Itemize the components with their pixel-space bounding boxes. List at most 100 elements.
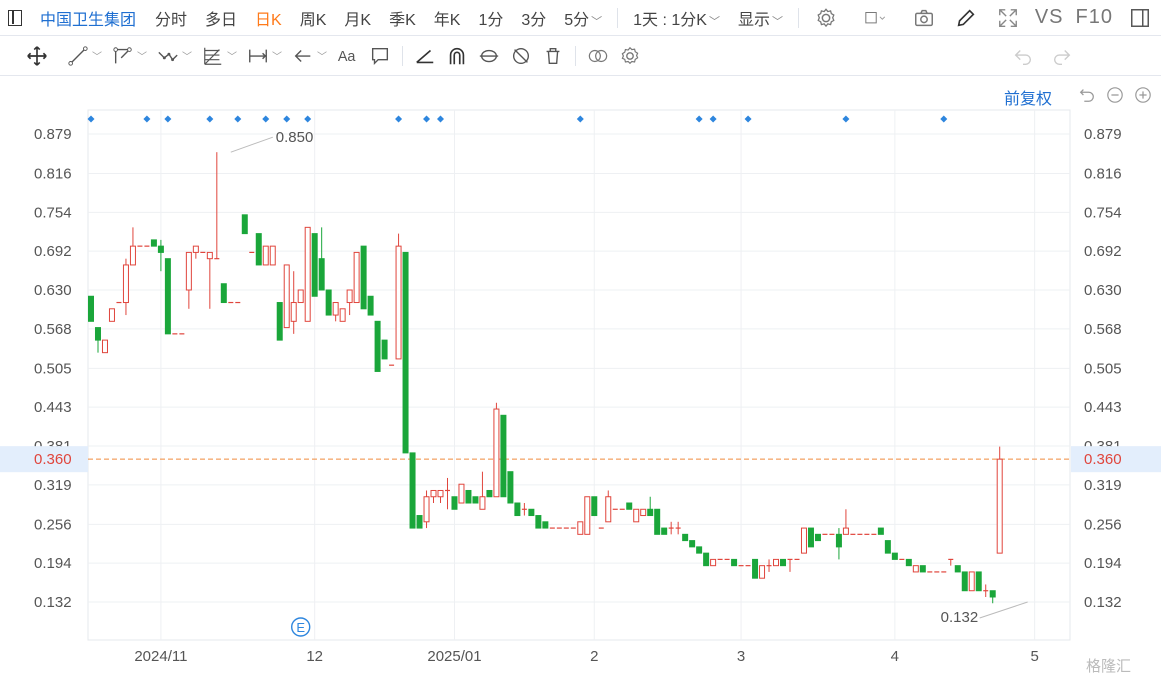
candle-body bbox=[283, 264, 290, 329]
chevron-down-icon: ﹀ bbox=[591, 15, 603, 28]
candle-body bbox=[94, 327, 101, 341]
zoom-out-icon[interactable] bbox=[1106, 86, 1124, 104]
period-tab-multiday[interactable]: 多日 bbox=[204, 11, 237, 29]
price-label-bg-right bbox=[1071, 446, 1161, 473]
candle-body bbox=[346, 289, 353, 304]
top-bar: 中国卫生集团 分时 多日 日K 周K 月K 季K 年K 1分 3分 5分 ﹀ 1天… bbox=[0, 0, 1161, 36]
period-tab-5min[interactable]: 5分 ﹀ bbox=[564, 6, 602, 30]
candle-body bbox=[961, 571, 968, 592]
candle-body bbox=[954, 565, 961, 573]
hide-drawing-icon[interactable] bbox=[510, 45, 532, 67]
candle-body bbox=[353, 251, 360, 304]
candle-body bbox=[409, 452, 416, 529]
candle-body bbox=[88, 295, 94, 322]
candlestick-chart[interactable]: 0.879 0.879 0.816 0.816 0.754 0.754 0.692 0.692… bbox=[0, 76, 1161, 682]
event-marker-diamond bbox=[164, 115, 172, 123]
y-tick-label-right: 0.692 bbox=[1084, 243, 1122, 260]
candle-body bbox=[185, 251, 192, 291]
chevron-down-icon: ﹀ bbox=[92, 52, 102, 63]
candle-body bbox=[262, 245, 269, 266]
candles bbox=[88, 152, 1003, 604]
y-tick-label-left: 0.132 bbox=[34, 594, 72, 611]
chevron-down-icon: ﹀ bbox=[227, 52, 237, 63]
fullscreen-icon[interactable] bbox=[997, 7, 1019, 29]
period-tab-weekly[interactable]: 周K bbox=[299, 11, 327, 29]
stock-name[interactable]: 中国卫生集团 bbox=[39, 11, 136, 29]
price-label-bg-left bbox=[0, 446, 88, 473]
polyline-tool-icon[interactable]: ﹀ bbox=[112, 45, 147, 67]
high-annotation-label: 0.850 bbox=[276, 129, 314, 146]
period-tab-quarterly[interactable]: 季K bbox=[389, 11, 416, 29]
period-tab-1min[interactable]: 1分 bbox=[478, 11, 504, 29]
line-tool-icon[interactable]: ﹀ bbox=[67, 45, 102, 67]
event-marker-diamond bbox=[234, 115, 242, 123]
trash-icon[interactable] bbox=[542, 45, 564, 67]
move-icon[interactable] bbox=[26, 45, 48, 67]
candle-body bbox=[584, 496, 591, 535]
zoom-in-icon[interactable] bbox=[1134, 86, 1152, 104]
undo-icon[interactable] bbox=[1012, 45, 1034, 67]
interval-select[interactable]: 1天 : 1分K ﹀ bbox=[633, 6, 720, 30]
pencil-icon[interactable] bbox=[955, 7, 977, 29]
y-tick-label-right: 0.816 bbox=[1084, 165, 1122, 182]
f10-button[interactable]: F10 bbox=[1075, 6, 1113, 28]
divider bbox=[617, 7, 619, 28]
chevron-down-icon: ﹀ bbox=[771, 15, 783, 28]
side-panel-icon[interactable] bbox=[1129, 7, 1151, 29]
candle-body bbox=[108, 308, 115, 322]
y-tick-label-right: 0.879 bbox=[1084, 126, 1122, 143]
y-tick-label-left: 0.879 bbox=[34, 126, 72, 143]
period-tab-3min[interactable]: 3分 bbox=[521, 11, 547, 29]
candle-body bbox=[661, 527, 668, 535]
arrow-tool-icon[interactable]: ﹀ bbox=[292, 45, 327, 67]
display-select[interactable]: 显示 ﹀ bbox=[738, 6, 783, 30]
toolbar-settings-icon[interactable] bbox=[619, 45, 641, 67]
candle-body bbox=[304, 226, 311, 322]
camera-icon[interactable] bbox=[913, 7, 935, 29]
current-price-label-right: 0.360 bbox=[1084, 451, 1122, 468]
event-marker-diamond bbox=[437, 115, 444, 123]
candle-body bbox=[451, 496, 458, 510]
redo-icon[interactable] bbox=[1051, 45, 1073, 67]
candle-body bbox=[311, 233, 318, 297]
period-tab-time[interactable]: 分时 bbox=[154, 11, 187, 29]
fib-tool-icon[interactable]: ﹀ bbox=[202, 45, 237, 67]
vs-button[interactable]: VS bbox=[1034, 6, 1064, 28]
angle-tool-icon[interactable] bbox=[414, 45, 436, 67]
plot-frame bbox=[87, 109, 1071, 641]
event-marker-diamond bbox=[395, 115, 403, 123]
comment-tool-icon[interactable] bbox=[369, 45, 391, 67]
period-tab-yearly[interactable]: 年K bbox=[433, 11, 461, 29]
period-tab-daily[interactable]: 日K bbox=[255, 11, 282, 29]
adjust-mode-button[interactable]: 前复权 bbox=[1004, 91, 1053, 108]
event-marker-diamond bbox=[87, 115, 95, 123]
lock-drawing-icon[interactable] bbox=[478, 45, 500, 67]
y-tick-label-right: 0.443 bbox=[1084, 399, 1122, 416]
event-marker-diamond bbox=[283, 115, 291, 123]
period-tab-monthly[interactable]: 月K bbox=[344, 11, 372, 29]
candle-body bbox=[905, 558, 912, 567]
x-tick-label: 3 bbox=[737, 648, 745, 665]
high-annotation-leader bbox=[230, 136, 273, 153]
square-select-icon[interactable] bbox=[857, 7, 893, 29]
y-tick-label-left: 0.319 bbox=[34, 477, 72, 494]
candle-body bbox=[290, 302, 297, 322]
panel-toggle-icon[interactable] bbox=[8, 9, 22, 26]
event-marker-diamond bbox=[262, 115, 270, 123]
y-tick-label-left: 0.692 bbox=[34, 243, 72, 260]
wave-tool-icon[interactable]: ﹀ bbox=[157, 45, 192, 67]
candle-body bbox=[339, 308, 346, 322]
candle-body bbox=[479, 496, 486, 510]
y-tick-label-right: 0.194 bbox=[1084, 555, 1122, 572]
y-tick-label-right: 0.256 bbox=[1084, 516, 1122, 533]
reset-icon[interactable] bbox=[1078, 86, 1096, 104]
chevron-down-icon: ﹀ bbox=[708, 15, 720, 28]
candle-body bbox=[150, 239, 157, 247]
range-tool-icon[interactable]: ﹀ bbox=[247, 45, 282, 67]
settings-gear-icon[interactable] bbox=[815, 7, 837, 29]
candle-body bbox=[710, 558, 717, 567]
magnet-icon[interactable] bbox=[446, 45, 468, 67]
candle-body bbox=[752, 558, 759, 579]
text-tool-icon[interactable]: Aa bbox=[337, 45, 359, 67]
compare-icon[interactable] bbox=[587, 45, 609, 67]
